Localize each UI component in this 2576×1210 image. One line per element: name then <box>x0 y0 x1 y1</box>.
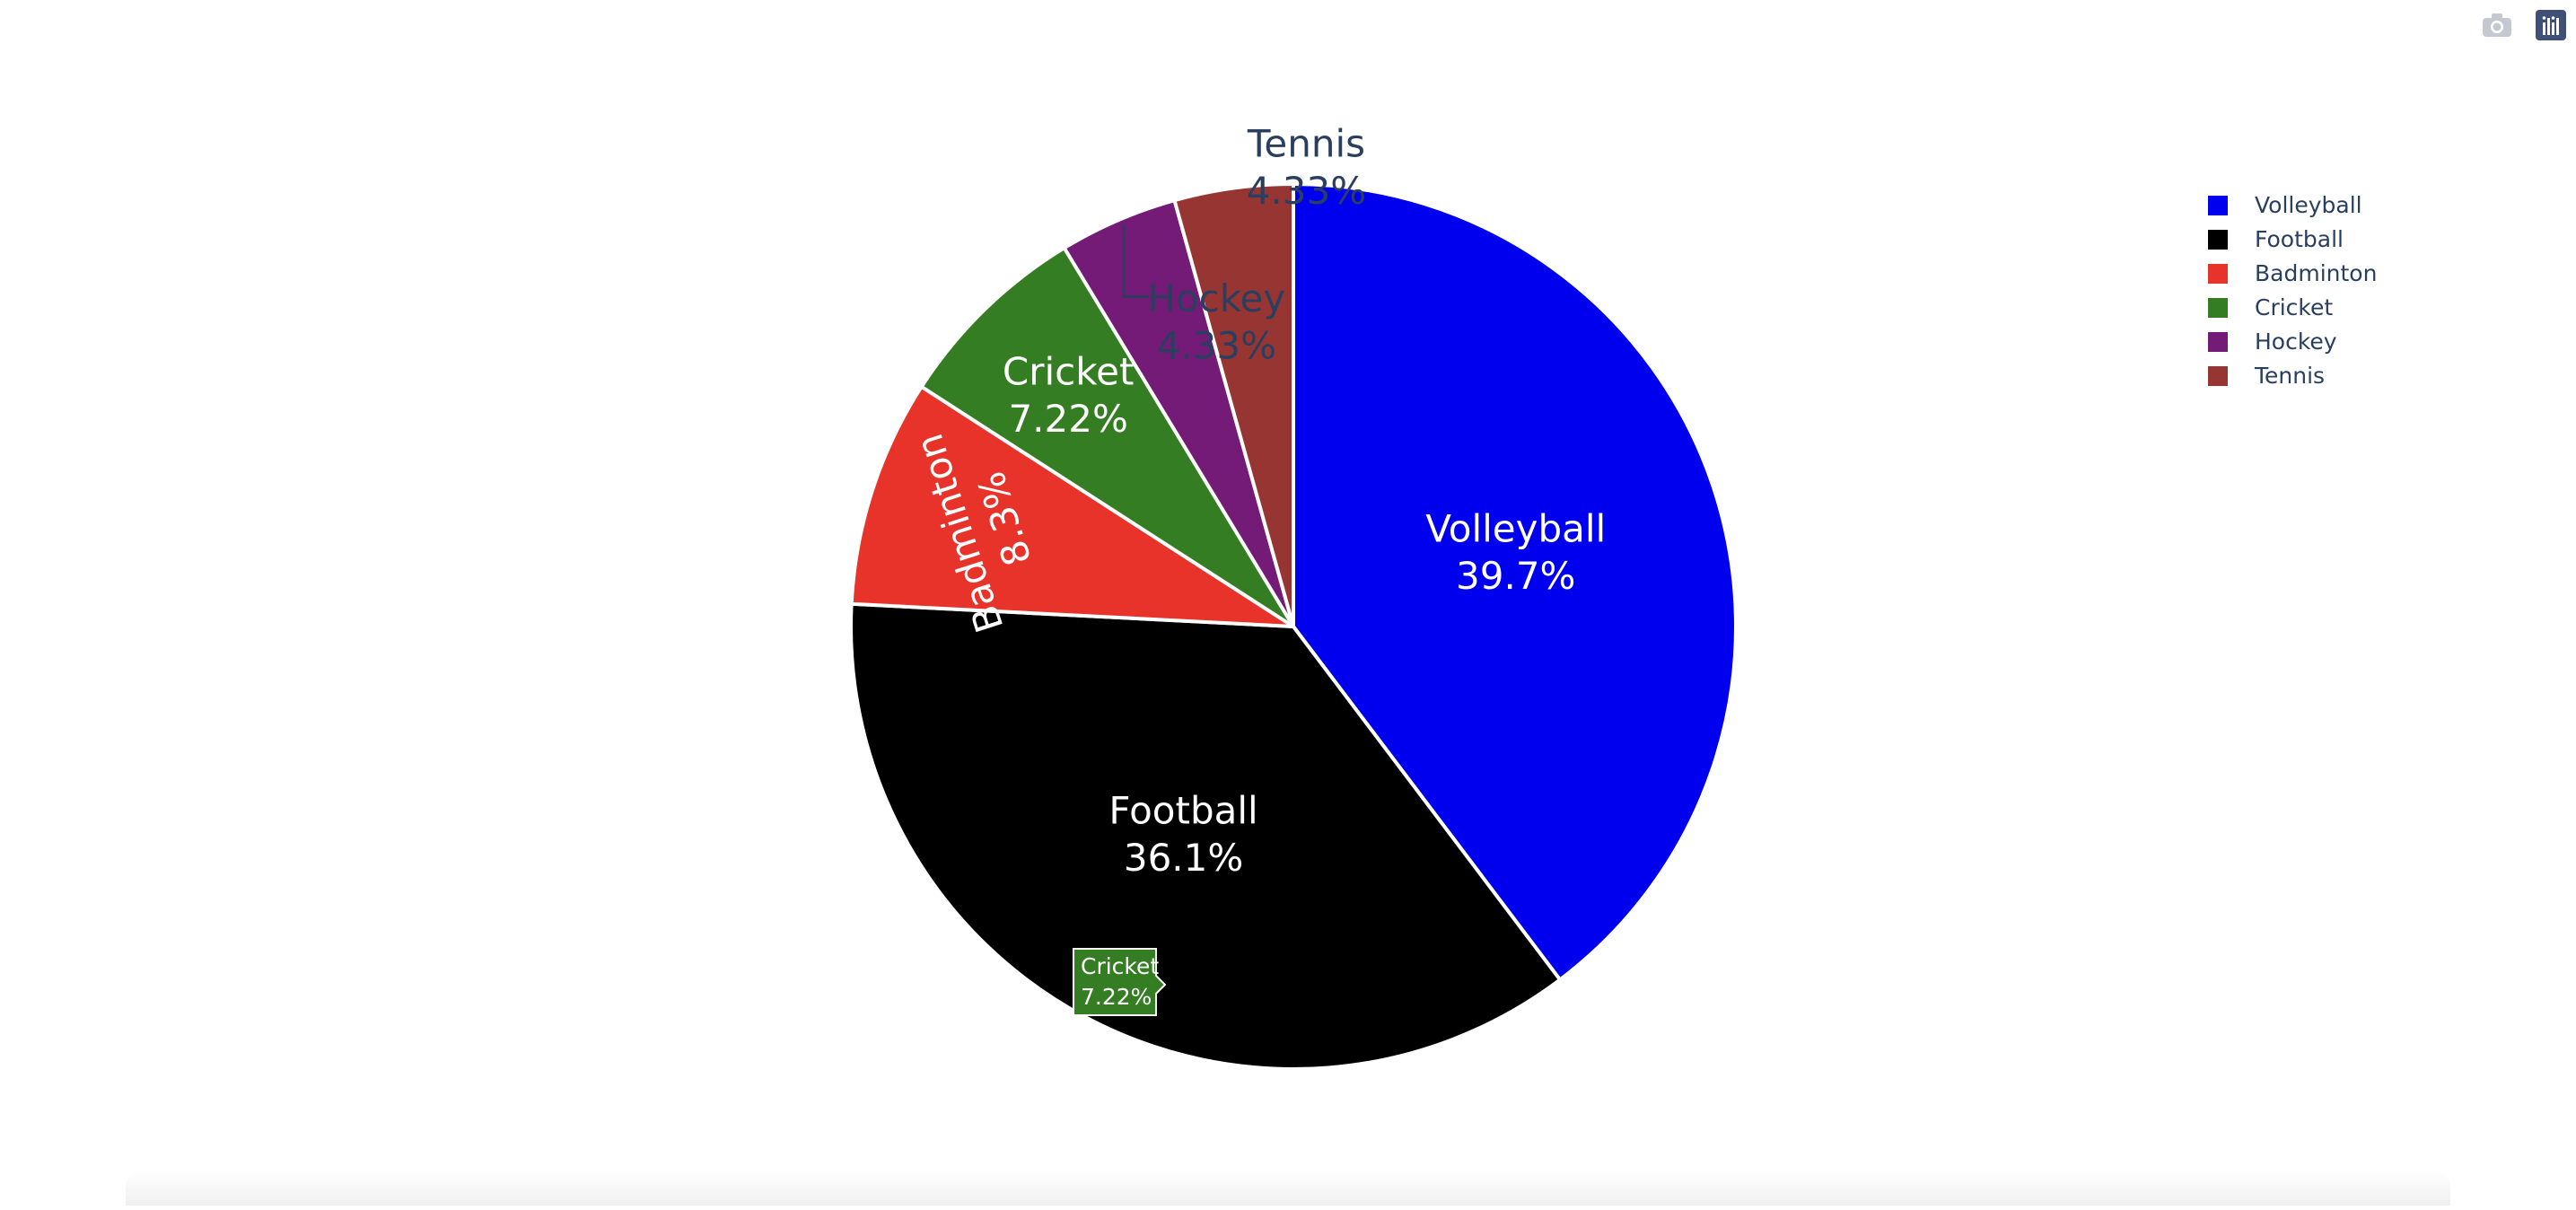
legend-swatch <box>2208 332 2228 352</box>
legend-swatch <box>2208 264 2228 284</box>
pie-slice-cricket[interactable] <box>919 246 1295 628</box>
legend-item-badminton[interactable]: Badminton <box>2208 260 2377 286</box>
pie-slice-badminton[interactable] <box>849 384 1295 628</box>
modebar <box>2479 7 2569 43</box>
pie-slice-tennis[interactable] <box>1172 182 1295 628</box>
slice-label-football: Football 36.1% <box>1108 788 1257 880</box>
legend-label: Badminton <box>2255 260 2377 286</box>
hover-tooltip-text: 7.22% <box>1081 984 1152 1010</box>
legend-item-football[interactable]: Football <box>2208 226 2344 252</box>
legend-swatch <box>2208 366 2228 386</box>
hover-tooltip-text: Cricket <box>1081 953 1159 979</box>
hover-tooltip: Cricket 7.22% <box>1073 948 1167 1016</box>
slice-label-cricket: Cricket 7.22% <box>1003 349 1135 441</box>
bottom-shadow <box>126 1170 2450 1206</box>
legend-item-hockey[interactable]: Hockey <box>2208 329 2337 355</box>
slices-layer <box>849 182 1738 1071</box>
legend-swatch <box>2208 298 2228 318</box>
slice-label-tennis: Tennis 4.33% <box>1247 122 1366 214</box>
legend-label: Hockey <box>2255 329 2337 355</box>
pie-slice-volleyball[interactable] <box>1292 182 1738 982</box>
legend-swatch <box>2208 196 2228 215</box>
legend-label: Volleyball <box>2255 192 2362 218</box>
plotly-logo-icon <box>2536 10 2566 40</box>
legend-item-cricket[interactable]: Cricket <box>2208 294 2333 320</box>
hockey-leader-line <box>1122 224 1149 299</box>
hover-tooltip-box <box>1073 948 1167 1016</box>
pie-slice-football[interactable] <box>849 601 1563 1071</box>
download-image-button[interactable] <box>2479 7 2515 43</box>
plotly-logo-button[interactable] <box>2533 7 2569 43</box>
legend-swatch <box>2208 230 2228 250</box>
slice-label-volleyball: Volleyball 39.7% <box>1425 506 1606 598</box>
camera-icon <box>2483 13 2511 37</box>
hover-tooltip-layer: Cricket 7.22% <box>1073 948 1167 1016</box>
legend-label: Tennis <box>2254 363 2325 389</box>
legend-label: Cricket <box>2255 294 2333 320</box>
legend-item-volleyball[interactable]: Volleyball <box>2208 192 2362 218</box>
slice-label-hockey: Hockey 4.33% <box>1147 276 1285 368</box>
legend-item-tennis[interactable]: Tennis <box>2208 363 2325 389</box>
legend-label: Football <box>2255 226 2344 252</box>
legend: Volleyball Football Badminton Cricket Hockey… <box>2208 192 2377 389</box>
